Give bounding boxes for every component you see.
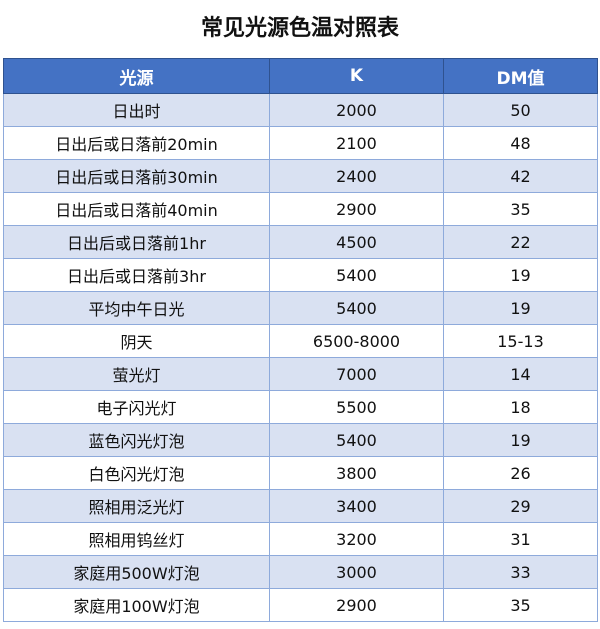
table-row: 平均中午日光 5400 19 xyxy=(3,291,598,325)
table-row: 蓝色闪光灯泡 5400 19 xyxy=(3,423,598,457)
table-row: 照相用钨丝灯 3200 31 xyxy=(3,522,598,556)
cell-k: 3400 xyxy=(269,489,444,523)
cell-k: 2900 xyxy=(269,192,444,226)
cell-source: 萤光灯 xyxy=(3,357,270,391)
table-row: 阴天 6500-8000 15-13 xyxy=(3,324,598,358)
cell-dm: 19 xyxy=(443,423,598,457)
page-title: 常见光源色温对照表 xyxy=(200,15,399,41)
cell-source: 阴天 xyxy=(3,324,270,358)
cell-dm: 35 xyxy=(443,588,598,622)
cell-source: 照相用泛光灯 xyxy=(3,489,270,523)
cell-dm: 33 xyxy=(443,555,598,589)
cell-k: 2400 xyxy=(269,159,444,193)
table-row: 白色闪光灯泡 3800 26 xyxy=(3,456,598,490)
column-header-k: K xyxy=(269,58,444,94)
cell-dm: 14 xyxy=(443,357,598,391)
cell-k: 6500-8000 xyxy=(269,324,444,358)
table-row: 日出后或日落前1hr 4500 22 xyxy=(3,225,598,259)
cell-k: 3000 xyxy=(269,555,444,589)
cell-dm: 22 xyxy=(443,225,598,259)
table-row: 日出后或日落前30min 2400 42 xyxy=(3,159,598,193)
cell-k: 4500 xyxy=(269,225,444,259)
table-header-row: 光源 K DM值 xyxy=(3,58,598,94)
cell-k: 7000 xyxy=(269,357,444,391)
cell-k: 2100 xyxy=(269,126,444,160)
table-row: 日出后或日落前20min 2100 48 xyxy=(3,126,598,160)
cell-k: 5400 xyxy=(269,258,444,292)
cell-source: 平均中午日光 xyxy=(3,291,270,325)
column-header-source: 光源 xyxy=(3,58,270,94)
cell-source: 日出后或日落前1hr xyxy=(3,225,270,259)
cell-dm: 19 xyxy=(443,291,598,325)
cell-source: 日出后或日落前30min xyxy=(3,159,270,193)
cell-dm: 31 xyxy=(443,522,598,556)
cell-source: 蓝色闪光灯泡 xyxy=(3,423,270,457)
cell-dm: 48 xyxy=(443,126,598,160)
cell-dm: 29 xyxy=(443,489,598,523)
cell-source: 家庭用500W灯泡 xyxy=(3,555,270,589)
cell-dm: 26 xyxy=(443,456,598,490)
cell-source: 电子闪光灯 xyxy=(3,390,270,424)
cell-source: 照相用钨丝灯 xyxy=(3,522,270,556)
cell-dm: 18 xyxy=(443,390,598,424)
cell-k: 5500 xyxy=(269,390,444,424)
cell-k: 5400 xyxy=(269,291,444,325)
cell-k: 3200 xyxy=(269,522,444,556)
color-temperature-table: 光源 K DM值 日出时 2000 50 日出后或日落前20min 2100 4… xyxy=(3,58,598,622)
table-row: 日出后或日落前3hr 5400 19 xyxy=(3,258,598,292)
cell-dm: 35 xyxy=(443,192,598,226)
cell-source: 家庭用100W灯泡 xyxy=(3,588,270,622)
cell-source: 日出后或日落前20min xyxy=(3,126,270,160)
cell-k: 5400 xyxy=(269,423,444,457)
table-row: 日出后或日落前40min 2900 35 xyxy=(3,192,598,226)
cell-dm: 19 xyxy=(443,258,598,292)
table-row: 电子闪光灯 5500 18 xyxy=(3,390,598,424)
cell-source: 日出后或日落前40min xyxy=(3,192,270,226)
table-row: 家庭用100W灯泡 2900 35 xyxy=(3,588,598,622)
table-row: 日出时 2000 50 xyxy=(3,93,598,127)
table-row: 照相用泛光灯 3400 29 xyxy=(3,489,598,523)
table-row: 家庭用500W灯泡 3000 33 xyxy=(3,555,598,589)
table-row: 萤光灯 7000 14 xyxy=(3,357,598,391)
cell-dm: 50 xyxy=(443,93,598,127)
cell-source: 日出后或日落前3hr xyxy=(3,258,270,292)
column-header-dm: DM值 xyxy=(443,58,598,94)
cell-k: 3800 xyxy=(269,456,444,490)
cell-k: 2900 xyxy=(269,588,444,622)
cell-dm: 15-13 xyxy=(443,324,598,358)
cell-k: 2000 xyxy=(269,93,444,127)
cell-source: 日出时 xyxy=(3,93,270,127)
cell-dm: 42 xyxy=(443,159,598,193)
cell-source: 白色闪光灯泡 xyxy=(3,456,270,490)
